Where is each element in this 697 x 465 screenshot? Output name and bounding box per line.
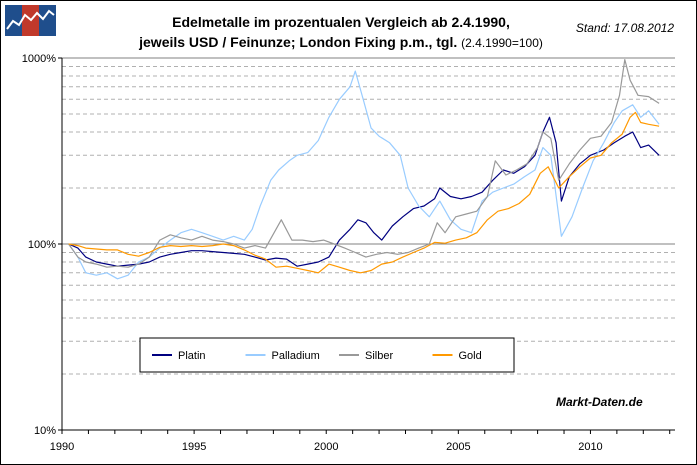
series-line-gold <box>68 111 660 274</box>
x-tick-label: 1995 <box>182 441 206 453</box>
y-tick-label: 1000% <box>22 53 56 65</box>
chart-title-line2: jeweils USD / Feinunze; London Fixing p.… <box>61 34 621 50</box>
chart-title-line1: Edelmetalle im prozentualen Vergleich ab… <box>172 14 510 30</box>
series-line-platin <box>68 116 660 267</box>
legend-label-silber: Silber <box>365 350 393 362</box>
grid <box>62 57 675 430</box>
y-tick-label: 10% <box>34 425 56 437</box>
legend-label-palladium: Palladium <box>272 350 320 362</box>
series-group <box>68 58 660 280</box>
chart-title-main: jeweils USD / Feinunze; London Fixing p.… <box>139 34 458 50</box>
series-line-silber <box>68 58 660 268</box>
series-line-palladium <box>68 70 660 280</box>
logo-icon <box>5 5 56 36</box>
legend-label-platin: Platin <box>178 350 206 362</box>
legend-label-gold: Gold <box>459 350 482 362</box>
chart-title-subtext: (2.4.1990=100) <box>461 36 543 50</box>
legend: Platin Palladium Silber Gold <box>139 337 515 373</box>
x-tick-label: 2005 <box>446 441 470 453</box>
axes: 10% 100% 1000% 1990 1995 2000 2005 2010 <box>22 53 675 453</box>
x-tick-label: 2010 <box>578 441 602 453</box>
source-label: Markt-Daten.de <box>556 395 643 409</box>
x-tick-label: 1990 <box>50 441 74 453</box>
y-tick-label: 100% <box>28 239 56 251</box>
x-tick-label: 2000 <box>314 441 338 453</box>
stand-date: Stand: 17.08.2012 <box>575 21 674 35</box>
